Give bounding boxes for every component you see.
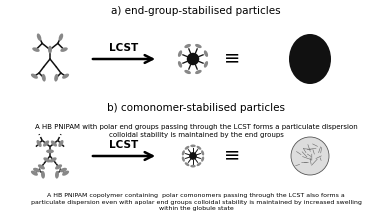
Ellipse shape xyxy=(41,171,45,179)
Ellipse shape xyxy=(51,140,57,147)
Circle shape xyxy=(187,53,199,65)
Ellipse shape xyxy=(197,146,201,150)
Ellipse shape xyxy=(55,171,59,179)
Ellipse shape xyxy=(46,149,54,153)
Ellipse shape xyxy=(62,74,69,79)
Ellipse shape xyxy=(201,156,204,162)
Text: b) comonomer-stabilised particles: b) comonomer-stabilised particles xyxy=(107,103,285,113)
Ellipse shape xyxy=(204,50,208,57)
Ellipse shape xyxy=(38,164,45,170)
Ellipse shape xyxy=(48,46,52,53)
Ellipse shape xyxy=(60,47,68,52)
Ellipse shape xyxy=(58,140,64,147)
Ellipse shape xyxy=(195,70,202,74)
Ellipse shape xyxy=(60,168,67,172)
Ellipse shape xyxy=(197,162,201,166)
Text: ≡: ≡ xyxy=(224,145,240,164)
Ellipse shape xyxy=(59,33,63,41)
Text: LCST: LCST xyxy=(109,140,139,150)
Ellipse shape xyxy=(178,50,182,57)
Ellipse shape xyxy=(37,33,41,41)
Ellipse shape xyxy=(42,74,46,82)
Ellipse shape xyxy=(32,47,40,52)
Ellipse shape xyxy=(182,150,185,156)
Ellipse shape xyxy=(201,150,204,156)
Ellipse shape xyxy=(33,168,40,172)
Text: LCST: LCST xyxy=(109,43,139,53)
Ellipse shape xyxy=(55,164,62,170)
Ellipse shape xyxy=(182,156,185,162)
Ellipse shape xyxy=(54,74,58,82)
Ellipse shape xyxy=(44,157,51,162)
Ellipse shape xyxy=(43,140,49,147)
Ellipse shape xyxy=(185,162,189,166)
Ellipse shape xyxy=(195,44,202,48)
Ellipse shape xyxy=(184,70,191,74)
Text: A HB PNIPAM with polar end groups passing through the LCST forms a particulate d: A HB PNIPAM with polar end groups passin… xyxy=(34,124,358,139)
Circle shape xyxy=(189,152,197,160)
Ellipse shape xyxy=(289,34,331,84)
Ellipse shape xyxy=(31,171,38,176)
Ellipse shape xyxy=(50,157,56,162)
Ellipse shape xyxy=(178,61,182,68)
Text: A HB PNIPAM copolymer containing  polar comonomers passing through the LCST also: A HB PNIPAM copolymer containing polar c… xyxy=(31,193,361,211)
Ellipse shape xyxy=(31,74,38,79)
Ellipse shape xyxy=(184,44,191,48)
Text: a) end-group-stabilised particles: a) end-group-stabilised particles xyxy=(111,6,281,16)
Ellipse shape xyxy=(36,140,42,147)
Ellipse shape xyxy=(190,165,196,168)
Ellipse shape xyxy=(185,146,189,150)
Text: ≡: ≡ xyxy=(224,48,240,67)
Ellipse shape xyxy=(62,171,69,176)
Circle shape xyxy=(291,137,329,175)
Ellipse shape xyxy=(190,145,196,147)
Ellipse shape xyxy=(204,61,208,68)
